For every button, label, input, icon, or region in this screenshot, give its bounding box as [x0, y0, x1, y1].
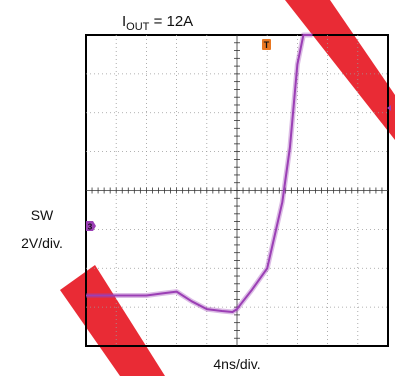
- sw-waveform-line: [86, 34, 313, 313]
- trigger-marker: T: [262, 39, 271, 50]
- vertical-scale-label: 2V/div.: [21, 235, 63, 251]
- channel-3-marker: 3: [86, 221, 96, 232]
- sw-waveform-halo: [86, 32, 313, 315]
- level-arrow-icon: [387, 105, 391, 111]
- sw-waveform-series: [86, 32, 313, 315]
- trigger-marker-label: T: [264, 40, 270, 50]
- chart-title: IOUT = 12A: [122, 13, 193, 33]
- channel-label: SW: [31, 207, 54, 223]
- center-axes: [86, 35, 388, 346]
- channel-marker-label: 3: [88, 223, 93, 232]
- horizontal-scale-label: 4ns/div.: [213, 356, 260, 372]
